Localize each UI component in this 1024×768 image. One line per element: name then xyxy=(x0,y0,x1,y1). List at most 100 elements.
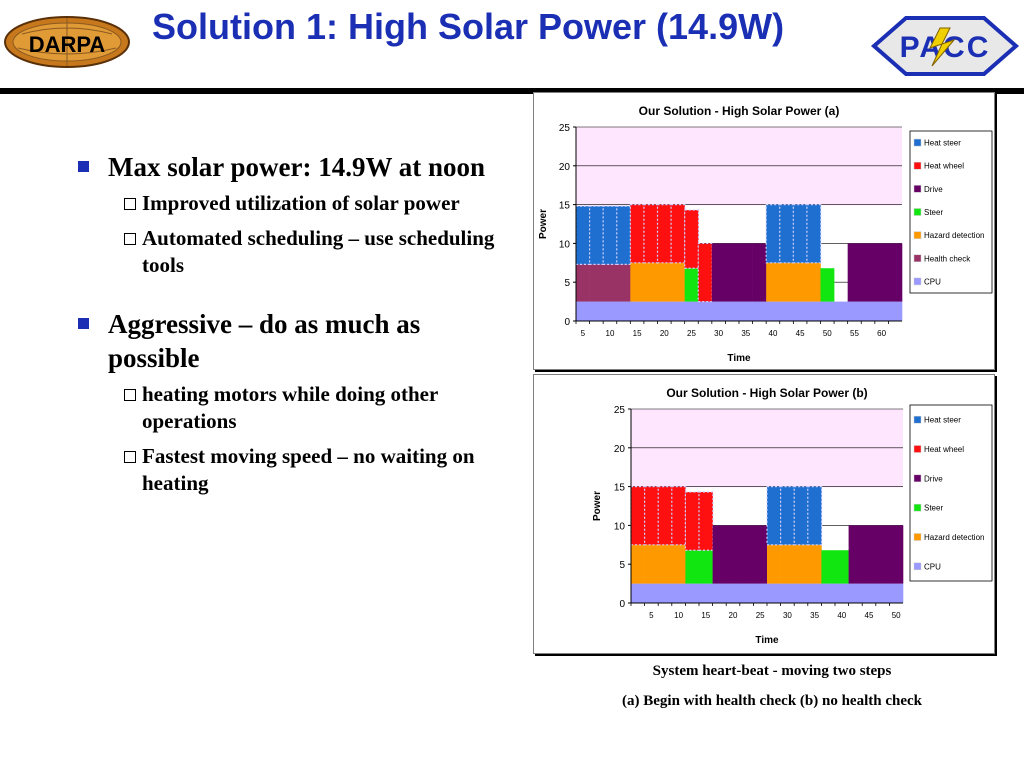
bar-segment-hazard-detection xyxy=(766,262,781,302)
legend-swatch xyxy=(913,562,922,571)
bar-segment-heat-steer xyxy=(780,485,796,546)
bar-segment-cpu xyxy=(767,583,781,603)
bar-segment-heat-wheel xyxy=(657,485,673,546)
darpa-logo-text: DARPA xyxy=(29,32,106,57)
bar-segment-hazard-detection xyxy=(806,262,821,302)
bar-segment-cpu xyxy=(712,583,727,603)
bar-segment-cpu xyxy=(726,583,741,603)
bar-segment-heat-wheel xyxy=(684,491,700,551)
legend-label: Drive xyxy=(924,185,943,194)
y-tick-label: 20 xyxy=(559,162,571,173)
bar-segment-cpu xyxy=(794,583,809,603)
x-tick-label: 10 xyxy=(674,611,683,620)
legend-swatch xyxy=(913,138,922,147)
bar-segment-hazard-detection xyxy=(807,544,822,584)
x-tick-label: 10 xyxy=(606,329,615,338)
y-tick-label: 20 xyxy=(614,444,626,455)
x-tick-label: 5 xyxy=(649,611,654,620)
y-tick-label: 10 xyxy=(559,239,571,250)
bar-segment-heat-wheel xyxy=(629,203,645,264)
y-tick-label: 15 xyxy=(614,483,626,494)
bar-segment-cpu xyxy=(861,301,876,321)
bar-segment-heat-steer xyxy=(602,205,618,265)
y-tick-label: 5 xyxy=(564,278,570,289)
bar-segment-health-check xyxy=(603,264,618,302)
x-tick-label: 40 xyxy=(837,611,846,620)
legend-label: CPU xyxy=(924,562,941,571)
bar-segment-hazard-detection xyxy=(779,262,794,302)
page-title: Solution 1: High Solar Power (14.9W) xyxy=(152,6,785,47)
bar-segment-steer xyxy=(820,268,835,302)
bar-segment-hazard-detection xyxy=(793,262,808,302)
x-tick-label: 50 xyxy=(823,329,832,338)
x-tick-label: 25 xyxy=(756,611,765,620)
x-tick-label: 20 xyxy=(729,611,738,620)
bar-segment-cpu xyxy=(631,583,645,603)
bar-segment-heat-steer xyxy=(765,203,781,264)
x-tick-label: 30 xyxy=(783,611,792,620)
bar-segment-steer xyxy=(684,268,699,302)
legend-swatch xyxy=(913,415,922,424)
y-tick-label: 0 xyxy=(564,317,570,328)
bar-segment-hazard-detection xyxy=(643,262,658,302)
bar-segment-health-check xyxy=(589,264,604,302)
bar-segment-hazard-detection xyxy=(767,544,781,584)
bullet-text: Aggressive – do as much as possible xyxy=(108,309,421,373)
bar-segment-heat-steer xyxy=(806,203,822,264)
bar-segment-heat-wheel xyxy=(670,203,686,264)
sub-bullet-marker xyxy=(124,198,136,210)
sub-bullet-marker xyxy=(124,451,136,463)
bar-segment-drive xyxy=(847,243,862,302)
legend-label: Drive xyxy=(924,474,943,483)
chart-title: Our Solution - High Solar Power (b) xyxy=(666,386,867,400)
sub-bullet-item: Improved utilization of solar power xyxy=(78,190,518,217)
bar-segment-cpu xyxy=(711,301,726,321)
bar-segment-heat-wheel xyxy=(697,242,713,303)
bar-segment-hazard-detection xyxy=(671,544,686,584)
bar-segment-drive xyxy=(739,525,754,584)
bar-segment-heat-wheel xyxy=(643,485,660,546)
chart-title: Our Solution - High Solar Power (a) xyxy=(639,104,840,118)
bar-segment-cpu xyxy=(684,301,699,321)
x-tick-label: 45 xyxy=(796,329,805,338)
legend-label: Hazard detection xyxy=(924,231,984,240)
legend-swatch xyxy=(913,231,922,239)
bar-segment-cpu xyxy=(699,583,713,603)
bar-segment-heat-steer xyxy=(793,485,809,546)
bar-segment-cpu xyxy=(725,301,740,321)
bar-segment-cpu xyxy=(658,583,673,603)
bar-segment-cpu xyxy=(847,301,862,321)
y-tick-label: 15 xyxy=(559,201,571,212)
legend-label: Heat wheel xyxy=(924,445,964,454)
legend: Heat steer Heat wheel Drive Steer Hazard det… xyxy=(909,404,993,582)
bullet-item: Aggressive – do as much as possible xyxy=(78,307,518,375)
bullet-list: Max solar power: 14.9W at noon Improved … xyxy=(78,150,518,505)
sub-bullet-marker xyxy=(124,233,136,245)
bar-segment-cpu xyxy=(793,301,808,321)
legend-label: Health check xyxy=(924,254,971,263)
legend-swatch xyxy=(913,161,922,170)
bar-segment-heat-wheel xyxy=(671,485,687,546)
bar-segment-hazard-detection xyxy=(644,544,659,584)
x-tick-label: 30 xyxy=(714,329,723,338)
bar-segment-cpu xyxy=(806,301,821,321)
x-tick-label: 50 xyxy=(892,611,901,620)
bar-segment-heat-steer xyxy=(807,485,823,546)
bar-segment-heat-wheel xyxy=(630,485,646,546)
bar-segment-hazard-detection xyxy=(631,544,645,584)
x-tick-label: 45 xyxy=(865,611,874,620)
bar-segment-heat-steer xyxy=(779,203,795,264)
bar-segment-drive xyxy=(712,525,727,584)
bar-segment-drive xyxy=(888,243,903,302)
caption-line-1: System heart-beat - moving two steps xyxy=(652,663,892,679)
sub-bullet-item: Automated scheduling – use scheduling to… xyxy=(78,225,518,279)
bullet-marker xyxy=(78,161,89,172)
sub-bullet-text: heating motors while doing other operati… xyxy=(142,382,438,433)
bar-segment-cpu xyxy=(643,301,658,321)
legend: Heat steer Heat wheel Drive Steer Hazard det… xyxy=(909,130,993,294)
bar-segment-steer xyxy=(685,550,700,584)
bar-segment-cpu xyxy=(671,583,686,603)
legend-swatch xyxy=(913,503,922,512)
legend-label: Heat steer xyxy=(924,139,961,148)
bar-segment-drive xyxy=(875,525,890,584)
